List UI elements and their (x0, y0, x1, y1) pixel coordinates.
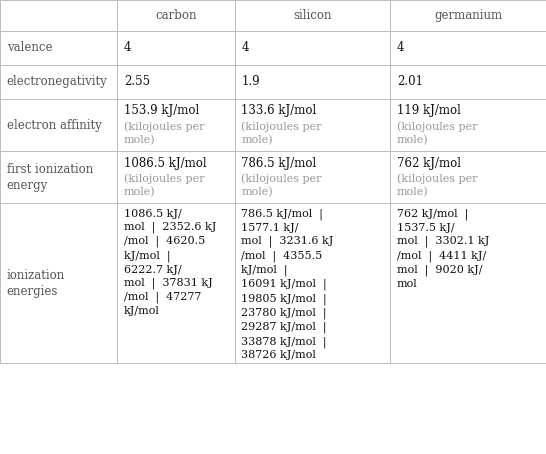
Text: 133.6 kJ/mol: 133.6 kJ/mol (241, 104, 317, 118)
Text: (kilojoules per
mole): (kilojoules per mole) (124, 174, 204, 197)
Bar (0, 65, 117, 99)
Text: 1.9: 1.9 (241, 75, 260, 89)
Bar (390, 0, 546, 31)
Text: 2.01: 2.01 (397, 75, 423, 89)
Text: 119 kJ/mol: 119 kJ/mol (397, 104, 461, 118)
Text: silicon: silicon (293, 9, 332, 22)
Text: 786.5 kJ/mol  |
1577.1 kJ/
mol  |  3231.6 kJ
/mol  |  4355.5
kJ/mol  |
16091 kJ/: 786.5 kJ/mol | 1577.1 kJ/ mol | 3231.6 k… (241, 209, 334, 360)
Text: (kilojoules per
mole): (kilojoules per mole) (241, 122, 322, 145)
Text: first ionization
energy: first ionization energy (7, 163, 93, 192)
Bar (390, 31, 546, 65)
Text: electronegativity: electronegativity (7, 75, 108, 89)
Bar (235, 65, 390, 99)
Bar (235, 203, 390, 363)
Bar (235, 151, 390, 203)
Text: 1086.5 kJ/
mol  |  2352.6 kJ
/mol  |  4620.5
kJ/mol  |
6222.7 kJ/
mol  |  37831 : 1086.5 kJ/ mol | 2352.6 kJ /mol | 4620.5… (124, 209, 216, 316)
Bar (235, 31, 390, 65)
Bar (0, 151, 117, 203)
Text: 4: 4 (397, 41, 405, 54)
Bar (235, 99, 390, 151)
Bar (0, 31, 117, 65)
Bar (117, 0, 235, 31)
Text: 1086.5 kJ/mol: 1086.5 kJ/mol (124, 157, 206, 170)
Bar (390, 151, 546, 203)
Text: (kilojoules per
mole): (kilojoules per mole) (397, 174, 477, 197)
Text: 786.5 kJ/mol: 786.5 kJ/mol (241, 157, 317, 170)
Text: valence: valence (7, 41, 52, 54)
Bar (117, 151, 235, 203)
Bar (390, 203, 546, 363)
Text: 762 kJ/mol: 762 kJ/mol (397, 157, 461, 170)
Text: 153.9 kJ/mol: 153.9 kJ/mol (124, 104, 199, 118)
Text: (kilojoules per
mole): (kilojoules per mole) (397, 122, 477, 145)
Text: 4: 4 (241, 41, 249, 54)
Text: electron affinity: electron affinity (7, 118, 102, 132)
Text: (kilojoules per
mole): (kilojoules per mole) (124, 122, 204, 145)
Text: 762 kJ/mol  |
1537.5 kJ/
mol  |  3302.1 kJ
/mol  |  4411 kJ/
mol  |  9020 kJ/
mo: 762 kJ/mol | 1537.5 kJ/ mol | 3302.1 kJ … (397, 209, 489, 289)
Bar (117, 99, 235, 151)
Text: ionization
energies: ionization energies (7, 269, 65, 298)
Text: 4: 4 (124, 41, 132, 54)
Bar (117, 203, 235, 363)
Bar (235, 0, 390, 31)
Text: germanium: germanium (434, 9, 502, 22)
Bar (390, 65, 546, 99)
Bar (117, 65, 235, 99)
Bar (0, 203, 117, 363)
Text: (kilojoules per
mole): (kilojoules per mole) (241, 174, 322, 197)
Bar (0, 99, 117, 151)
Text: carbon: carbon (155, 9, 197, 22)
Bar (0, 0, 117, 31)
Bar (117, 31, 235, 65)
Text: 2.55: 2.55 (124, 75, 150, 89)
Bar (390, 99, 546, 151)
